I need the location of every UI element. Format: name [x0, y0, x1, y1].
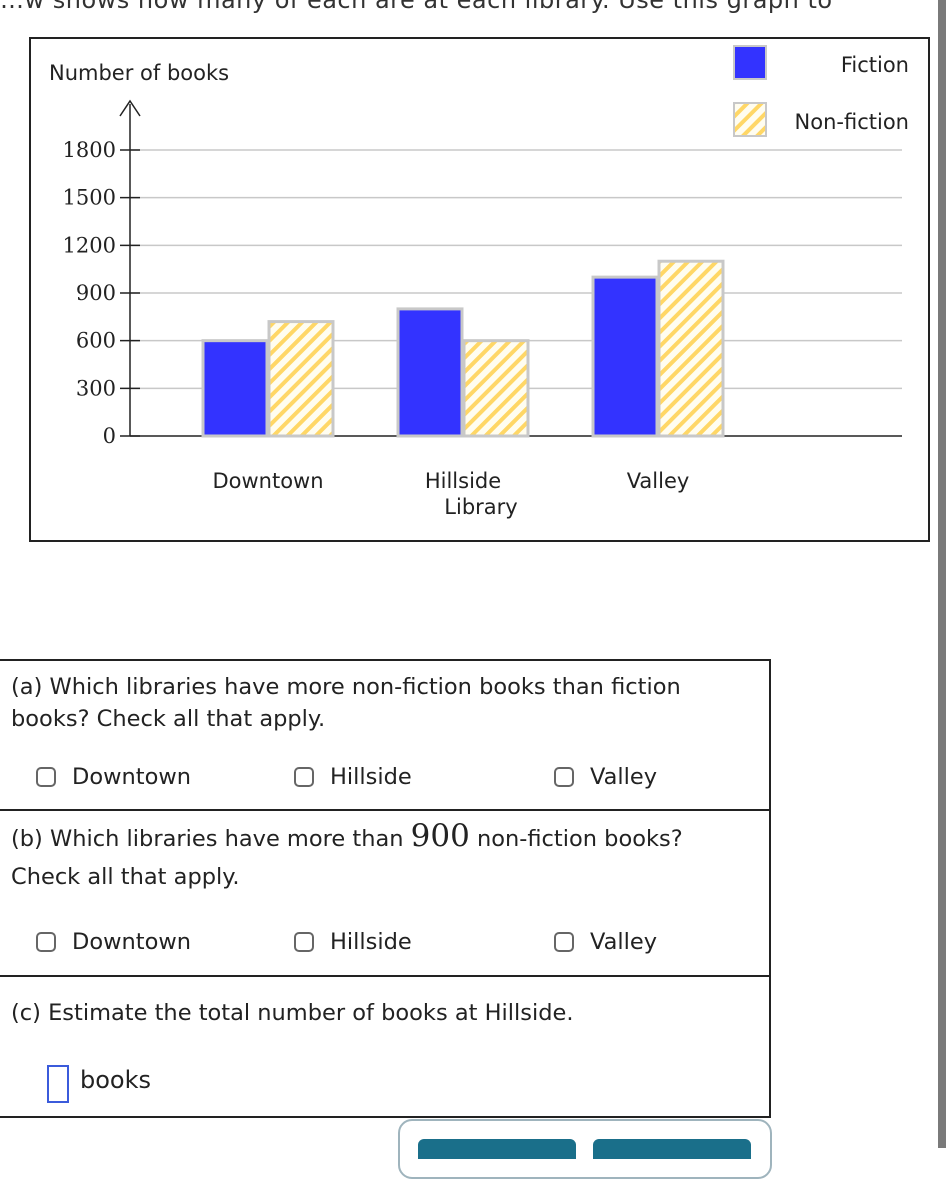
question-a: (a) Which libraries have more non-fictio…: [0, 661, 769, 811]
legend-label: Fiction: [841, 53, 909, 77]
checkbox-icon[interactable]: [294, 932, 314, 952]
y-tick-label: 0: [103, 424, 116, 448]
legend-swatch: [733, 102, 767, 137]
y-axis-arrow-icon: [119, 99, 141, 117]
option-label: Hillside: [330, 929, 412, 955]
question-b-text: (b) Which libraries have more than 900 n…: [11, 818, 683, 890]
unit-label: books: [80, 1066, 152, 1094]
bar-fiction-hillside: [396, 307, 464, 438]
bar-graph: Number of books 0 300 600 900 1200 1500 1800 Dow…: [29, 37, 930, 542]
y-tick-label: 1500: [63, 186, 116, 210]
x-category-label: Downtown: [212, 469, 323, 493]
option-b-hillside[interactable]: Hillside: [294, 929, 412, 955]
legend-label: Non-fiction: [795, 110, 909, 134]
bar-non-fiction-hillside: [462, 339, 530, 438]
bar-fiction-valley: [591, 275, 659, 438]
option-label: Valley: [590, 929, 658, 955]
question-c-text: (c) Estimate the total number of books a…: [11, 1000, 574, 1026]
option-b-valley[interactable]: Valley: [554, 929, 657, 955]
checkbox-icon[interactable]: [36, 767, 56, 787]
bar-fiction-downtown: [201, 339, 269, 438]
option-a-downtown[interactable]: Downtown: [36, 764, 191, 790]
y-tick-label: 300: [76, 376, 116, 400]
checkbox-icon[interactable]: [554, 932, 574, 952]
action-button-right[interactable]: [593, 1139, 751, 1159]
option-a-valley[interactable]: Valley: [554, 764, 657, 790]
instructions-text: …w shows how many of each are at each li…: [0, 0, 833, 14]
bar-non-fiction-valley: [657, 259, 725, 438]
y-tick-label: 1200: [63, 233, 116, 257]
option-label: Downtown: [72, 764, 192, 790]
question-c: (c) Estimate the total number of books a…: [0, 977, 769, 1116]
checkbox-icon[interactable]: [554, 767, 574, 787]
option-a-hillside[interactable]: Hillside: [294, 764, 412, 790]
y-tick-label: 1800: [63, 138, 116, 162]
x-category-label: Valley: [627, 469, 690, 493]
option-label: Downtown: [72, 929, 192, 955]
x-category-label: Hillside: [425, 469, 501, 493]
bar-non-fiction-downtown: [267, 320, 335, 438]
bar-chart: Number of books 0 300 600 900 1200 1500 1800 Dow…: [49, 45, 909, 519]
checkbox-icon[interactable]: [294, 767, 314, 787]
y-tick-label: 900: [76, 281, 116, 305]
threshold-number: 900: [410, 818, 470, 854]
x-axis-title: Library: [444, 495, 517, 519]
y-tick-label: 600: [76, 329, 116, 353]
checkbox-icon[interactable]: [36, 932, 56, 952]
question-b: (b) Which libraries have more than 900 n…: [0, 811, 769, 977]
answer-input[interactable]: [47, 1065, 69, 1103]
option-label: Valley: [590, 764, 658, 790]
action-button-left[interactable]: [418, 1139, 576, 1159]
y-axis-title: Number of books: [49, 61, 229, 85]
question-a-text: (a) Which libraries have more non-fictio…: [11, 674, 681, 732]
option-label: Hillside: [330, 764, 412, 790]
option-b-downtown[interactable]: Downtown: [36, 929, 191, 955]
scrollbar[interactable]: [938, 0, 946, 1148]
legend-swatch: [733, 45, 767, 80]
questions-panel: (a) Which libraries have more non-fictio…: [0, 659, 771, 1118]
